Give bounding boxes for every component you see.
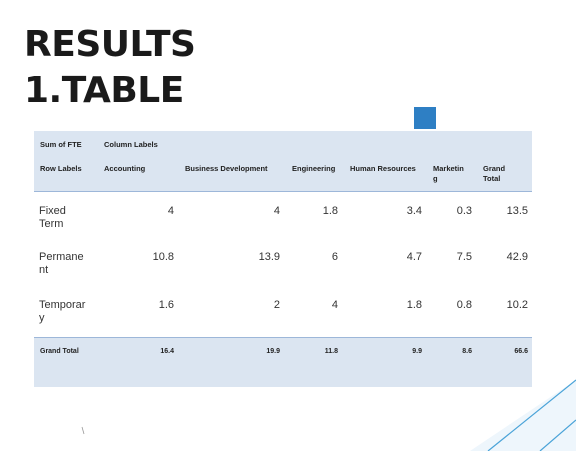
grand-total-business-development: 19.9 (266, 348, 280, 355)
value-permanent-accounting: 10.8 (152, 251, 174, 263)
row-label-fixed-term: Fixed Term (39, 205, 66, 230)
corner-decoration-line-long (487, 379, 576, 451)
column-header-accounting: Accounting (104, 164, 146, 173)
pivot-table: Sum of FTE Column Labels Row Labels Acco… (34, 131, 532, 387)
value-permanent-business-development: 13.9 (258, 251, 280, 263)
value-temporary-accounting: 1.6 (158, 299, 174, 311)
value-temporary-human-resources: 1.8 (406, 299, 422, 311)
title-line-2: 1.TABLE (24, 70, 184, 111)
value-permanent-engineering: 6 (331, 251, 338, 263)
value-temporary-engineering: 4 (331, 299, 338, 311)
column-header-human-resources: Human Resources (350, 164, 416, 173)
row-label-permanent: Permane nt (39, 251, 84, 276)
value-fixed-term-human-resources: 3.4 (406, 205, 422, 217)
grand-total-marketing: 8.6 (462, 348, 472, 355)
corner-decoration-line-short (539, 419, 576, 451)
value-permanent-human-resources: 4.7 (406, 251, 422, 263)
stray-mark (81, 426, 85, 435)
column-header-marketing: Marketin g (433, 164, 464, 183)
grand-total-label: Grand Total (40, 348, 79, 355)
value-fixed-term-engineering: 1.8 (322, 205, 338, 217)
grand-total-accounting: 16.4 (160, 348, 174, 355)
value-temporary-business-development: 2 (273, 299, 280, 311)
value-fixed-term-accounting: 4 (167, 205, 174, 217)
value-fixed-term-marketing: 0.3 (456, 205, 472, 217)
row-labels-title: Row Labels (40, 164, 82, 173)
column-labels-title: Column Labels (104, 140, 158, 149)
grand-total-engineering: 11.8 (324, 348, 338, 355)
grand-total-overall: 66.6 (514, 348, 528, 355)
slide-title: RESULTS 1.TABLE (24, 22, 196, 114)
corner-decoration-fill (470, 380, 576, 451)
title-line-1: RESULTS (24, 24, 196, 65)
column-header-business-development: Business Development (185, 164, 268, 173)
value-fixed-term-grand-total: 13.5 (506, 205, 528, 217)
header-divider (34, 191, 532, 192)
column-header-grand-total: Grand Total (483, 164, 506, 183)
corner-label: Sum of FTE (40, 140, 82, 149)
accent-square (414, 107, 436, 129)
row-label-temporary: Temporar y (39, 299, 86, 324)
value-temporary-marketing: 0.8 (456, 299, 472, 311)
value-temporary-grand-total: 10.2 (506, 299, 528, 311)
value-permanent-marketing: 7.5 (456, 251, 472, 263)
grand-total-human-resources: 9.9 (412, 348, 422, 355)
header-band (34, 131, 532, 191)
value-fixed-term-business-development: 4 (273, 205, 280, 217)
value-permanent-grand-total: 42.9 (506, 251, 528, 263)
total-divider (34, 337, 532, 338)
column-header-engineering: Engineering (292, 164, 336, 173)
grand-total-band (34, 337, 532, 387)
